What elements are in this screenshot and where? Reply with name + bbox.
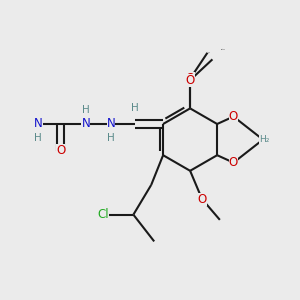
Text: O: O	[229, 156, 238, 169]
Text: H: H	[107, 133, 115, 143]
Text: O: O	[197, 193, 207, 206]
Text: Cl: Cl	[98, 208, 109, 221]
Text: O: O	[56, 144, 65, 157]
Text: N: N	[107, 118, 116, 130]
Text: H: H	[131, 103, 139, 112]
Text: H: H	[82, 105, 90, 115]
Text: N: N	[81, 118, 90, 130]
Text: methyl: methyl	[206, 51, 210, 52]
Text: O: O	[185, 74, 195, 87]
Text: O: O	[185, 72, 195, 85]
Text: methyl: methyl	[221, 49, 226, 50]
Text: H: H	[34, 119, 42, 129]
Text: N: N	[34, 118, 43, 130]
Text: O: O	[229, 110, 238, 123]
Text: H: H	[34, 133, 42, 143]
Text: H₂: H₂	[259, 135, 270, 144]
